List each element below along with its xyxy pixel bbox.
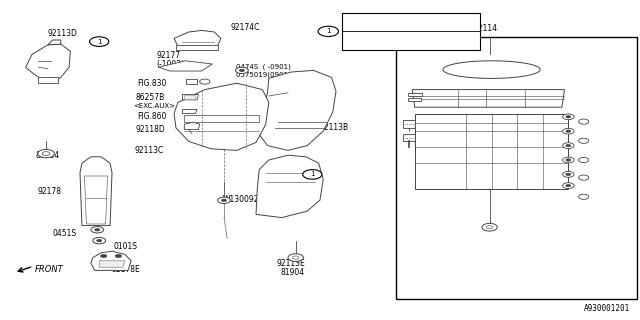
Text: 0450S*A(-'10MY): 0450S*A(-'10MY): [346, 19, 410, 26]
Text: <EXC.AUX>: <EXC.AUX>: [133, 103, 175, 108]
Circle shape: [563, 183, 574, 188]
Circle shape: [563, 128, 574, 134]
Circle shape: [100, 254, 107, 258]
Text: 92118D: 92118D: [136, 125, 165, 134]
Circle shape: [318, 26, 339, 36]
Circle shape: [38, 149, 54, 158]
Polygon shape: [408, 98, 421, 101]
Bar: [396, 37, 637, 299]
Polygon shape: [412, 90, 564, 107]
Polygon shape: [174, 83, 269, 150]
Polygon shape: [48, 40, 61, 45]
Text: 0101S: 0101S: [114, 242, 138, 251]
Text: (-1002): (-1002): [157, 60, 185, 68]
Polygon shape: [415, 114, 568, 189]
Text: 81904: 81904: [280, 268, 305, 277]
Polygon shape: [80, 157, 112, 226]
Polygon shape: [159, 61, 212, 71]
Text: 92178E: 92178E: [112, 265, 141, 274]
Circle shape: [566, 184, 571, 187]
Polygon shape: [256, 155, 323, 218]
Circle shape: [579, 138, 589, 143]
Circle shape: [563, 143, 574, 148]
Circle shape: [563, 157, 574, 163]
Circle shape: [292, 256, 299, 259]
Text: Q500031('11MY-): Q500031('11MY-): [346, 37, 410, 43]
Text: 81904: 81904: [35, 151, 60, 160]
Text: W130092: W130092: [223, 196, 259, 204]
Polygon shape: [99, 261, 125, 267]
Circle shape: [566, 130, 571, 132]
Polygon shape: [408, 93, 422, 96]
Text: 86257B: 86257B: [136, 93, 165, 102]
Text: A930001201: A930001201: [584, 304, 630, 313]
Circle shape: [93, 237, 106, 244]
Circle shape: [97, 239, 102, 242]
Polygon shape: [38, 77, 58, 83]
Circle shape: [90, 37, 109, 46]
Text: 92178: 92178: [37, 188, 61, 196]
Polygon shape: [182, 94, 198, 100]
Text: 92174C: 92174C: [230, 23, 260, 32]
Circle shape: [218, 197, 230, 204]
Circle shape: [482, 223, 497, 231]
Circle shape: [239, 69, 244, 72]
Circle shape: [42, 152, 50, 156]
Circle shape: [579, 157, 589, 163]
Text: 0474S  ( -0901): 0474S ( -0901): [236, 64, 291, 70]
Polygon shape: [443, 61, 540, 78]
Circle shape: [563, 114, 574, 120]
Circle shape: [95, 228, 100, 231]
Text: FIG.860: FIG.860: [138, 112, 167, 121]
Polygon shape: [184, 122, 200, 130]
Polygon shape: [186, 79, 197, 84]
Circle shape: [566, 173, 571, 176]
Polygon shape: [26, 44, 70, 83]
Polygon shape: [184, 95, 195, 99]
Text: 1: 1: [310, 172, 315, 177]
Text: 92113B: 92113B: [320, 124, 349, 132]
Polygon shape: [259, 70, 336, 150]
Text: 92114: 92114: [474, 24, 498, 33]
Circle shape: [566, 144, 571, 147]
Polygon shape: [174, 30, 221, 46]
Text: 92177: 92177: [157, 52, 181, 60]
Text: 92113D: 92113D: [48, 29, 78, 38]
Polygon shape: [91, 251, 131, 270]
Text: 0575019(0901- ): 0575019(0901- ): [236, 72, 295, 78]
Polygon shape: [403, 134, 415, 141]
Circle shape: [563, 172, 574, 177]
Text: 1: 1: [326, 28, 331, 34]
Text: 1: 1: [97, 39, 102, 44]
Circle shape: [221, 199, 227, 202]
Circle shape: [579, 119, 589, 124]
Circle shape: [303, 170, 322, 179]
Circle shape: [288, 254, 303, 261]
Circle shape: [566, 159, 571, 161]
Polygon shape: [403, 120, 415, 128]
Polygon shape: [84, 176, 108, 224]
Text: FIG.830: FIG.830: [138, 79, 167, 88]
Text: 92113E: 92113E: [276, 259, 305, 268]
Polygon shape: [184, 115, 259, 122]
Polygon shape: [176, 45, 218, 50]
Circle shape: [579, 194, 589, 199]
Polygon shape: [182, 109, 197, 114]
Circle shape: [236, 67, 248, 74]
Bar: [342, 13, 480, 50]
Text: 92113C: 92113C: [134, 146, 164, 155]
Text: FRONT: FRONT: [35, 265, 64, 274]
Circle shape: [579, 175, 589, 180]
Circle shape: [91, 227, 104, 233]
Circle shape: [566, 116, 571, 118]
Circle shape: [115, 254, 122, 258]
Text: 0451S: 0451S: [52, 229, 77, 238]
Circle shape: [486, 226, 493, 229]
